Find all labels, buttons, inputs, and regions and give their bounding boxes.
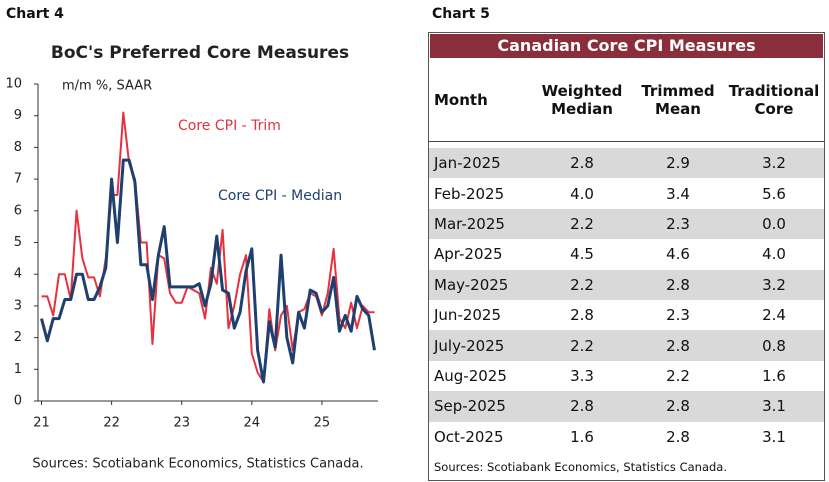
table-row: May-2025 2.2 2.8 3.2 — [429, 269, 824, 300]
column-header: Traditional Core — [728, 82, 820, 118]
table-cell: 2.8 — [666, 275, 690, 294]
x-tick-label: 23 — [173, 416, 190, 431]
source: Sources: Scotiabank Economics, Statistic… — [32, 457, 363, 472]
table-cell: 2.4 — [762, 306, 786, 325]
y-tick-label: 6 — [14, 203, 22, 218]
panel-label: Chart 5 — [432, 6, 490, 22]
table-cell: 2.8 — [570, 154, 594, 173]
table-cell: 2.8 — [666, 397, 690, 416]
table-cell: 1.6 — [570, 427, 594, 446]
table-cell: 2.3 — [666, 214, 690, 233]
table-cell: 2.2 — [666, 366, 690, 385]
series-line — [40, 158, 376, 384]
table-row: Mar-2025 2.2 2.3 0.0 — [429, 208, 824, 240]
y-tick-label: 7 — [14, 172, 22, 187]
table-cell: 4.0 — [762, 245, 786, 264]
table-cell: 3.1 — [762, 397, 786, 416]
table-row: July-2025 2.2 2.8 0.8 — [429, 330, 824, 361]
series-label: Core CPI - Median — [218, 188, 342, 204]
table-cell: 4.5 — [570, 245, 594, 264]
table-row: Jan-2025 2.8 2.9 3.2 — [429, 148, 824, 179]
table-cell: 3.4 — [666, 184, 690, 203]
table-cell: 2.8 — [666, 427, 690, 446]
table-row: Apr-2025 4.5 4.6 4.0 — [429, 239, 824, 269]
table-cell: Oct-2025 — [434, 427, 504, 446]
table-cell: 4.6 — [666, 245, 690, 264]
y-tick-label: 2 — [14, 330, 22, 345]
table-cell: 2.2 — [570, 336, 594, 355]
x-tick-label: 21 — [33, 416, 50, 431]
y-tick-label: 4 — [14, 267, 22, 282]
table-cell: 0.8 — [762, 336, 786, 355]
y-tick-label: 8 — [14, 140, 22, 155]
table-cell: 3.2 — [762, 275, 786, 294]
y-tick-label: 10 — [5, 77, 22, 92]
y-tick-label: 9 — [14, 108, 22, 123]
table-cell: 4.0 — [570, 184, 594, 203]
table-cell: 1.6 — [762, 366, 786, 385]
x-tick-label: 22 — [103, 416, 120, 431]
table-title: Canadian Core CPI Measures — [430, 34, 823, 58]
table-cell: Feb-2025 — [434, 184, 505, 203]
x-tick-label: 24 — [244, 416, 261, 431]
column-header: Month — [434, 91, 488, 109]
y-tick-label: 5 — [14, 235, 22, 250]
table-cell: 2.8 — [570, 397, 594, 416]
table-cell: Sep-2025 — [434, 397, 506, 416]
table-cell: 3.1 — [762, 427, 786, 446]
y-tick-label: 1 — [14, 362, 22, 377]
y-tick-label: 0 — [14, 394, 22, 409]
table-cell: Jan-2025 — [434, 154, 501, 173]
panel-label: Chart 4 — [6, 6, 64, 22]
table-row: Jun-2025 2.8 2.3 2.4 — [429, 300, 824, 330]
table-cell: 2.2 — [570, 214, 594, 233]
table-cell: 3.2 — [762, 154, 786, 173]
table-row: Sep-2025 2.8 2.8 3.1 — [429, 391, 824, 422]
table-cell: May-2025 — [434, 275, 509, 294]
column-header: Trimmed Mean — [641, 82, 715, 118]
table-cell: Mar-2025 — [434, 214, 505, 233]
x-tick-label: 25 — [314, 416, 331, 431]
table-cell: Apr-2025 — [434, 245, 503, 264]
table-cell: 0.0 — [762, 214, 786, 233]
table-cell: 2.2 — [570, 275, 594, 294]
chart-title: BoC's Preferred Core Measures — [51, 43, 349, 63]
y-axis-label: m/m %, SAAR — [62, 79, 152, 94]
table-cell: Aug-2025 — [434, 366, 507, 385]
table-header: Month Weighted Median Trimmed Mean Traditio… — [429, 59, 824, 142]
table-cell: 2.9 — [666, 154, 690, 173]
column-header: Weighted Median — [541, 82, 623, 118]
table-row: Aug-2025 3.3 2.2 1.6 — [429, 361, 824, 391]
table-cell: 2.8 — [570, 306, 594, 325]
table-cell: 5.6 — [762, 184, 786, 203]
table-cell: Jun-2025 — [434, 306, 502, 325]
table-cell: 2.3 — [666, 306, 690, 325]
y-tick-label: 3 — [14, 298, 22, 313]
chart: BoC's Preferred Core Measures m/m %, SAA… — [5, 43, 378, 472]
source: Sources: Scotiabank Economics, Statistic… — [434, 460, 727, 474]
table-body: Jan-2025 2.8 2.9 3.2 Feb-2025 4.0 3.4 5.6 Mar-20… — [429, 148, 824, 452]
table: Canadian Core CPI Measures Month Weighted… — [428, 32, 825, 481]
table-cell: 3.3 — [570, 366, 594, 385]
table-cell: July-2025 — [434, 336, 505, 355]
series-label: Core CPI - Trim — [178, 118, 281, 134]
table-cell: 2.8 — [666, 336, 690, 355]
series-line — [41, 111, 375, 383]
table-row: Feb-2025 4.0 3.4 5.6 — [429, 178, 824, 208]
table-row: Oct-2025 1.6 2.8 3.1 — [429, 422, 824, 452]
